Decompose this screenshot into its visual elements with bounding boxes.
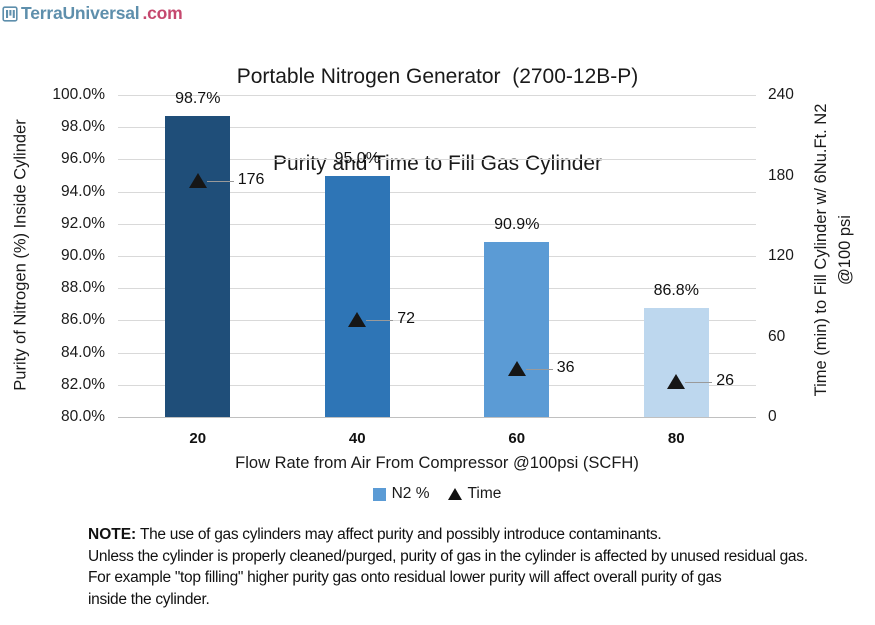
purity-bar: [484, 241, 550, 417]
terra-universal-logo: TerraUniversal .com: [2, 3, 183, 24]
right-axis-tick-label: 0: [768, 408, 777, 425]
purity-bar: [324, 175, 390, 417]
right-axis-tick-label: 60: [768, 327, 786, 345]
left-axis-tick-label: 92.0%: [61, 214, 105, 232]
legend-item-n2: N2 %: [372, 485, 430, 503]
x-axis-tick-label: 80: [667, 430, 685, 447]
note-prefix: NOTE:: [88, 526, 137, 543]
logo-brand-text: TerraUniversal: [21, 3, 140, 23]
left-axis-tick-label: 82.0%: [61, 375, 105, 393]
time-marker-triangle-icon: [667, 374, 686, 390]
left-axis-tick-label: 94.0%: [61, 182, 105, 200]
time-value-label: 36: [556, 358, 575, 376]
x-axis-tick-label: 20: [189, 430, 207, 447]
n2-square-swatch-icon: [372, 487, 386, 501]
leader-line: [206, 180, 234, 182]
x-axis-tick-label: 60: [508, 430, 526, 447]
note-line-2: Unless the cylinder is properly cleaned/…: [88, 547, 808, 565]
gridline: [118, 159, 756, 161]
time-marker-triangle-icon: [348, 312, 367, 328]
bar-value-label: 86.8%: [653, 281, 699, 299]
terra-universal-logo-icon: [2, 5, 18, 22]
left-axis-tick-label: 98.0%: [61, 118, 105, 136]
gridline: [118, 223, 756, 225]
right-axis-tick-label: 240: [768, 86, 794, 103]
gridline: [118, 320, 756, 322]
time-value-label: 26: [716, 372, 735, 390]
gridline: [118, 384, 756, 386]
left-axis-tick-label: 96.0%: [61, 150, 105, 168]
gridline: [118, 95, 756, 96]
purity-bar: [643, 307, 709, 417]
leader-line: [525, 368, 553, 370]
gridline: [118, 288, 756, 290]
note-line-1: NOTE: The use of gas cylinders may affec…: [88, 524, 868, 546]
bar-value-label: 98.7%: [175, 89, 221, 107]
bar-value-label: 90.9%: [494, 215, 540, 233]
x-axis-title: Flow Rate from Air From Compressor @100p…: [235, 454, 639, 472]
leader-line: [366, 320, 394, 322]
gridline: [118, 256, 756, 257]
gridline: [118, 127, 756, 129]
leader-line: [685, 382, 713, 384]
note-line-1-text: The use of gas cylinders may affect puri…: [136, 526, 662, 543]
legend-time-label: Time: [467, 485, 502, 502]
left-axis-tick-label: 84.0%: [61, 343, 105, 361]
left-axis-tick-label: 88.0%: [61, 279, 105, 297]
bar-value-label: 95.0%: [334, 149, 380, 167]
legend-item-time: Time: [447, 485, 502, 503]
logo-tld-text: .com: [142, 3, 183, 23]
left-axis-tick-label: 80.0%: [61, 408, 105, 425]
x-axis-tick-label: 40: [348, 430, 366, 447]
left-axis-tick-label: 86.0%: [61, 311, 105, 329]
note-line-4: inside the cylinder.: [88, 590, 210, 608]
gridline: [118, 191, 756, 193]
right-axis-tick-label: 180: [768, 166, 794, 184]
left-axis-tick-label: 90.0%: [61, 247, 105, 264]
gridline: [118, 352, 756, 354]
time-marker-triangle-icon: [507, 360, 526, 376]
left-axis-tick-label: 100.0%: [52, 86, 105, 103]
time-value-label: 176: [237, 170, 265, 188]
time-value-label: 72: [397, 310, 416, 328]
x-axis-line: [118, 417, 756, 418]
note-line-3: For example "top filling" higher purity …: [88, 569, 722, 586]
note-block: NOTE: The use of gas cylinders may affec…: [88, 524, 868, 610]
time-triangle-icon: [447, 488, 462, 500]
legend-n2-label: N2 %: [391, 485, 430, 502]
chart-legend: N2 % Time: [118, 485, 756, 503]
time-marker-triangle-icon: [188, 172, 207, 188]
right-axis-tick-label: 120: [768, 247, 794, 264]
purity-bar: [165, 115, 231, 417]
